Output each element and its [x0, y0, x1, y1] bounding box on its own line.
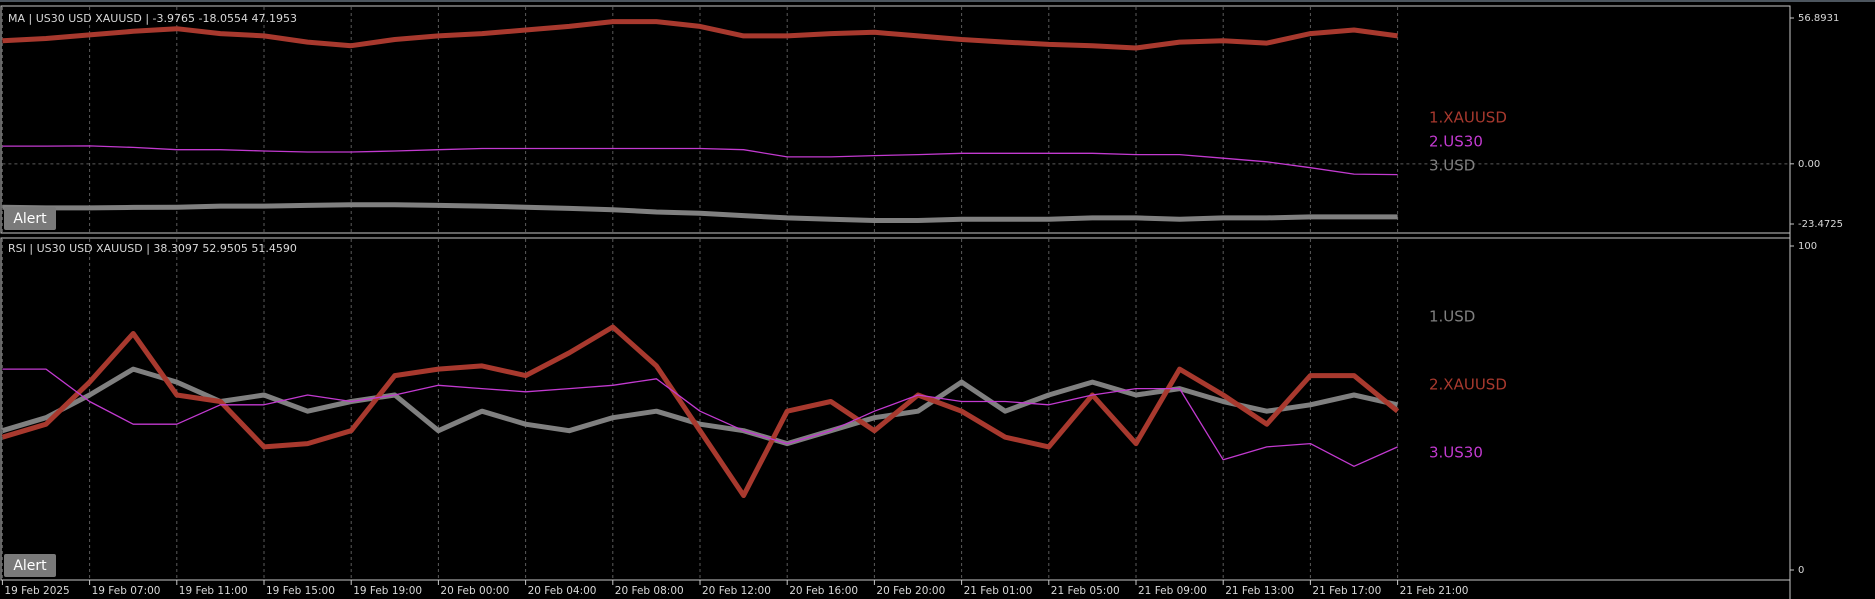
button-label: Alert	[13, 211, 47, 227]
panel-title: RSI | US30 USD XAUUSD | 38.3097 52.9505 …	[8, 242, 297, 255]
x-tick-label: 19 Feb 15:00	[266, 585, 335, 597]
x-tick-label: 20 Feb 04:00	[528, 585, 597, 597]
series-line	[1, 324, 1400, 498]
button-bg	[4, 554, 56, 577]
button-label: Alert	[13, 558, 47, 574]
x-tick-label: 21 Feb 13:00	[1225, 585, 1294, 597]
y-tick-label: 0	[1798, 565, 1804, 576]
legend-label: 1.USD	[1429, 308, 1475, 326]
x-tick-label: 21 Feb 09:00	[1138, 585, 1207, 597]
legend-label: 3.US30	[1429, 444, 1483, 462]
x-tick-label: 21 Feb 05:00	[1051, 585, 1120, 597]
legend-label: 1.XAUUSD	[1429, 109, 1507, 127]
x-tick-label: 20 Feb 08:00	[615, 585, 684, 597]
x-tick-label: 19 Feb 07:00	[92, 585, 161, 597]
legend-label: 2.US30	[1429, 133, 1483, 151]
alert-button[interactable]: Alert	[4, 207, 56, 230]
button-bg	[4, 207, 56, 230]
y-tick-label: -23.4725	[1798, 219, 1843, 230]
x-tick-label: 21 Feb 21:00	[1400, 585, 1469, 597]
x-tick-label: 20 Feb 16:00	[789, 585, 858, 597]
series-line	[2, 368, 1398, 467]
series-line	[2, 19, 1398, 51]
x-tick-label: 21 Feb 01:00	[964, 585, 1033, 597]
x-tick-label: 20 Feb 12:00	[702, 585, 771, 597]
x-tick-label: 19 Feb 11:00	[179, 585, 248, 597]
x-tick-label: 20 Feb 00:00	[440, 585, 509, 597]
x-tick-label: 20 Feb 20:00	[876, 585, 945, 597]
y-tick-label: 100	[1798, 241, 1817, 252]
x-tick-label: 19 Feb 2025	[4, 585, 69, 597]
alert-button[interactable]: Alert	[4, 554, 56, 577]
y-tick-label: 0.00	[1798, 159, 1820, 170]
x-tick-label: 19 Feb 19:00	[353, 585, 422, 597]
x-tick-label: 21 Feb 17:00	[1312, 585, 1381, 597]
y-tick-label: 56.8931	[1798, 13, 1839, 24]
series-line	[2, 145, 1398, 176]
legend-label: 3.USD	[1429, 157, 1475, 175]
legend-label: 2.XAUUSD	[1429, 376, 1507, 394]
panel-title: MA | US30 USD XAUUSD | -3.9765 -18.0554 …	[8, 12, 297, 25]
series-line	[2, 202, 1398, 223]
